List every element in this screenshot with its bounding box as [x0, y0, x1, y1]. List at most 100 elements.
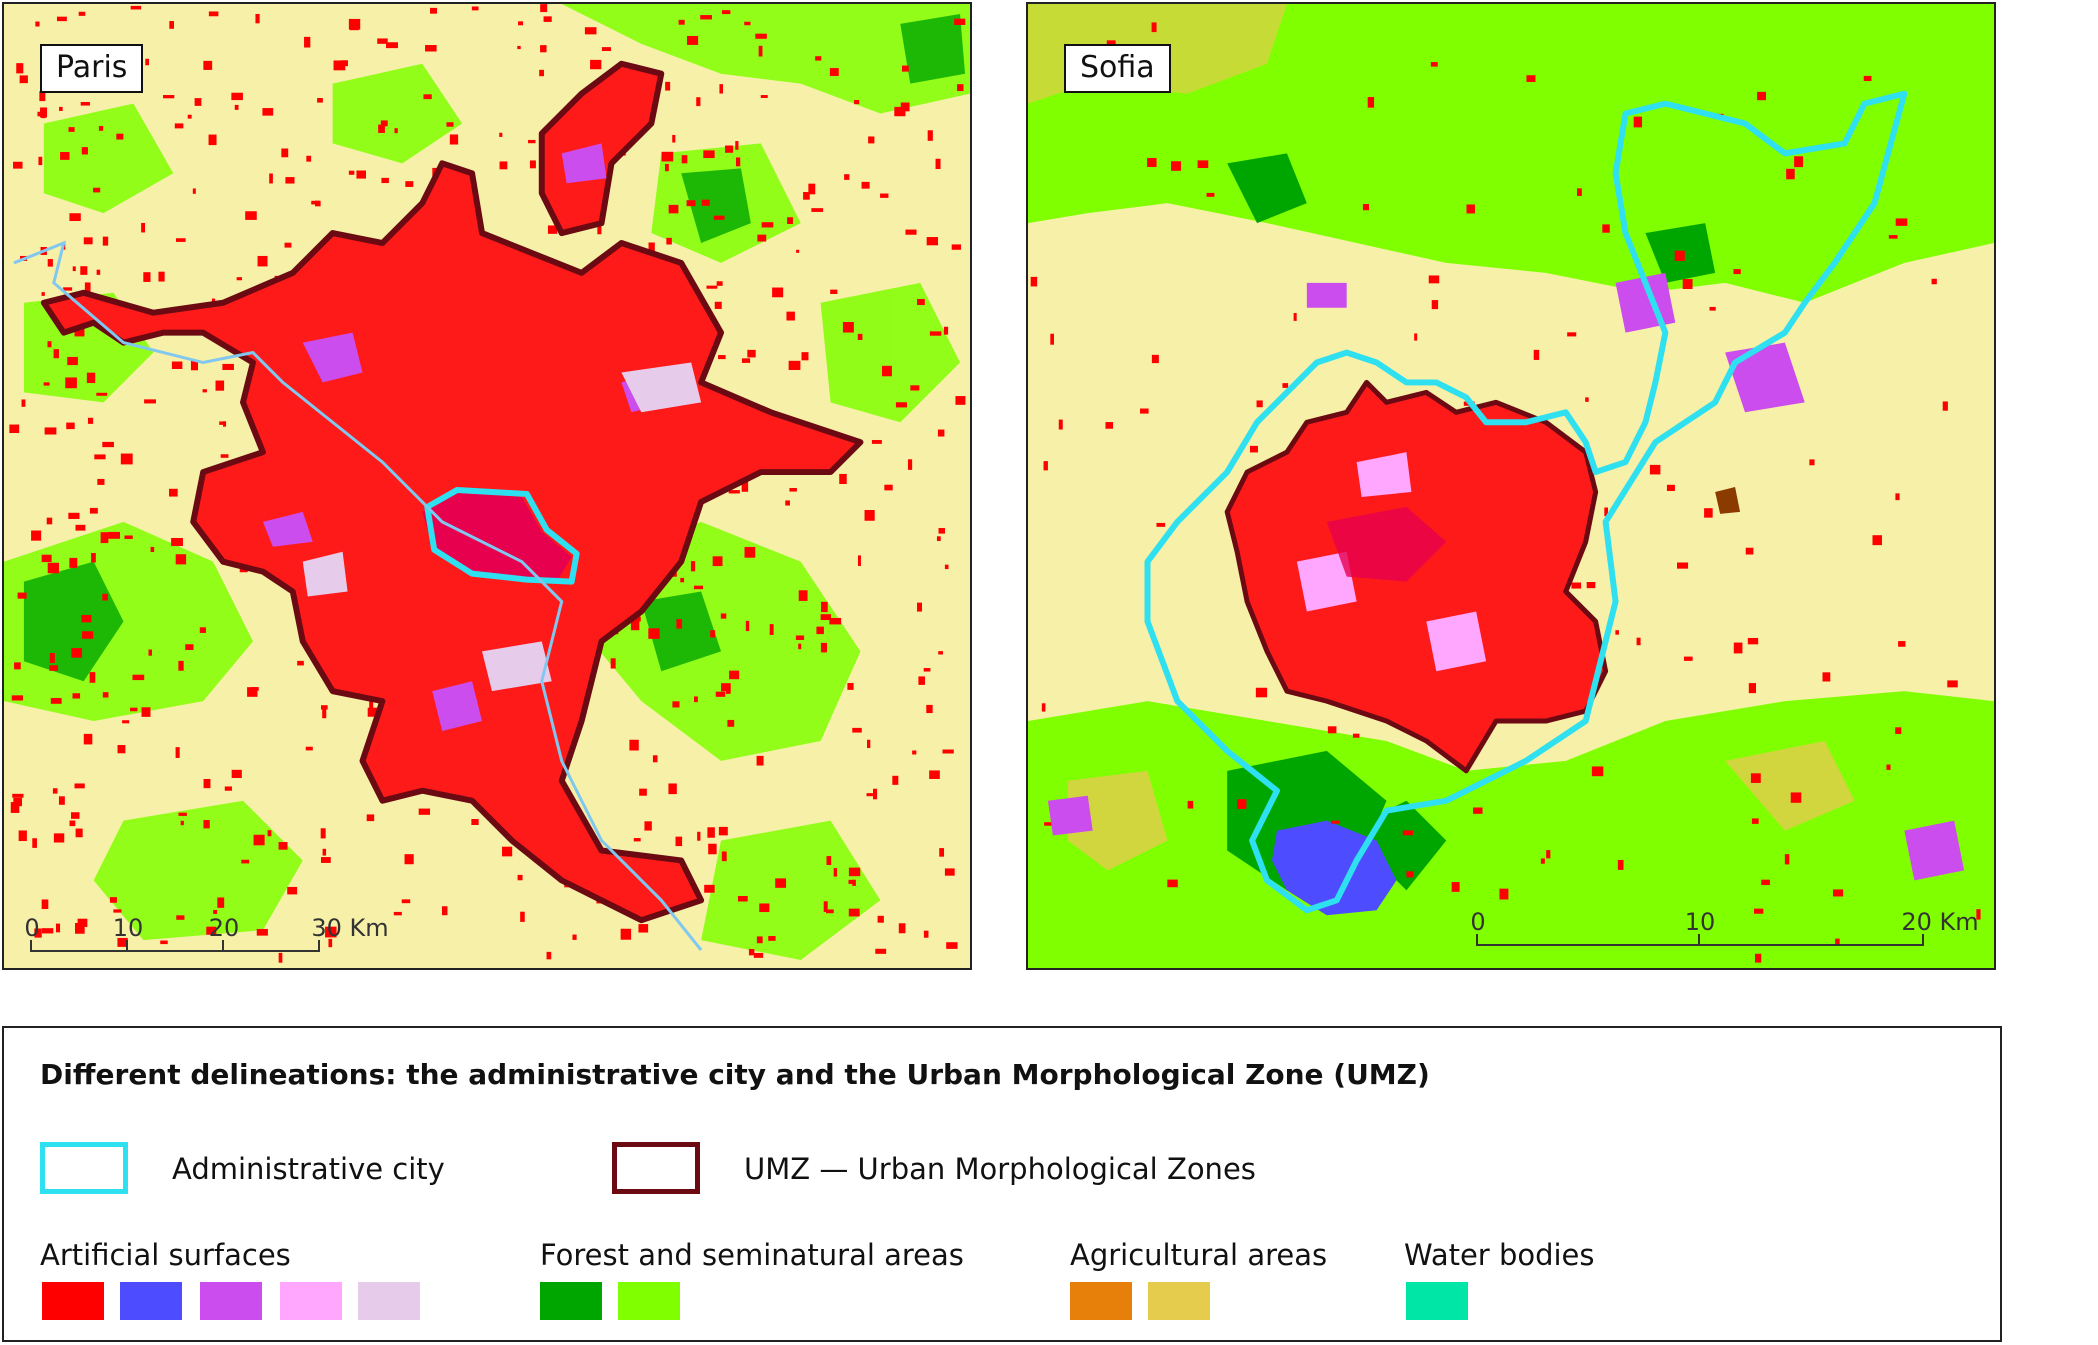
- settlement-patch: [744, 21, 751, 26]
- settlement-patch: [192, 188, 196, 194]
- settlement-patch: [1895, 218, 1908, 226]
- settlement-patch: [1147, 157, 1157, 168]
- settlement-patch: [1751, 818, 1759, 824]
- settlement-patch: [741, 481, 749, 492]
- settlement-patch: [847, 682, 854, 690]
- settlement-patch: [1466, 204, 1475, 214]
- settlement-patch: [678, 19, 685, 25]
- settlement-patch: [721, 683, 731, 692]
- settlement-patch: [222, 363, 234, 370]
- settlement-patch: [540, 4, 548, 13]
- paris-land-cover: [4, 4, 970, 968]
- settlement-patch: [539, 69, 544, 77]
- settlement-patch: [572, 934, 577, 940]
- swatch-forest-2: [618, 1282, 680, 1320]
- settlement-patch: [1976, 909, 1981, 920]
- settlement-patch: [787, 217, 793, 224]
- settlement-patch: [825, 909, 834, 914]
- sofia-settlement-patches: [1030, 22, 1981, 963]
- settlement-patch: [59, 106, 63, 111]
- settlement-patch: [1617, 859, 1624, 870]
- settlement-patch: [53, 349, 59, 359]
- settlement-patch: [946, 942, 958, 949]
- settlement-patch: [848, 879, 855, 884]
- settlement-patch: [215, 380, 225, 391]
- settlement-patch: [171, 361, 183, 369]
- settlement-patch: [175, 238, 186, 242]
- settlement-patch: [877, 915, 884, 923]
- scale-tick-label: 0: [1470, 908, 1486, 936]
- settlement-patch: [755, 33, 767, 39]
- settlement-patch: [117, 745, 126, 754]
- scale-tick-label: 20: [208, 914, 240, 942]
- settlement-patch: [1745, 547, 1754, 555]
- settlement-patch: [1577, 188, 1582, 197]
- settlement-patch: [1428, 275, 1440, 284]
- settlement-patch: [935, 158, 941, 170]
- settlement-patch: [788, 360, 801, 370]
- settlement-patch: [753, 952, 764, 958]
- admin-city-swatch: [40, 1142, 128, 1194]
- settlement-patch: [81, 147, 88, 155]
- settlement-patch: [1898, 641, 1906, 647]
- settlement-patch: [50, 698, 62, 704]
- settlement-patch: [1367, 97, 1375, 108]
- settlement-patch: [716, 281, 723, 286]
- settlement-patch: [418, 808, 431, 815]
- settlement-patch: [668, 204, 679, 214]
- settlement-patch: [304, 36, 311, 48]
- settlement-patch: [1167, 879, 1178, 888]
- settlement-patch: [267, 830, 272, 837]
- settlement-patch: [11, 695, 24, 701]
- settlement-patch: [760, 95, 768, 99]
- settlement-patch: [16, 63, 24, 74]
- settlement-patch: [696, 97, 701, 107]
- settlement-patch: [49, 665, 59, 671]
- settlement-patch: [56, 16, 67, 22]
- settlement-patch: [820, 642, 827, 653]
- settlement-patch: [394, 128, 398, 134]
- settlement-patch: [449, 134, 459, 145]
- settlement-patch: [1431, 300, 1439, 310]
- settlement-patch: [590, 59, 602, 70]
- settlement-patch: [317, 98, 323, 103]
- settlement-patch: [1895, 727, 1902, 734]
- settlement-patch: [710, 630, 716, 638]
- settlement-patch: [253, 834, 265, 846]
- settlement-patch: [852, 727, 862, 733]
- settlement-patch: [255, 13, 260, 24]
- settlement-patch: [236, 277, 243, 281]
- settlement-patch: [854, 100, 860, 105]
- settlement-patch: [833, 868, 838, 877]
- settlement-patch: [1666, 484, 1675, 491]
- settlement-patch: [180, 820, 184, 826]
- settlement-patch: [367, 707, 378, 717]
- settlement-patch: [543, 16, 552, 22]
- settlement-patch: [41, 899, 49, 910]
- settlement-patch: [789, 487, 797, 492]
- settlement-patch: [325, 926, 337, 938]
- settlement-patch: [1649, 464, 1661, 475]
- settlement-patch: [811, 208, 824, 212]
- settlement-patch: [1586, 582, 1596, 589]
- settlement-patch: [124, 535, 133, 539]
- settlement-patch: [1187, 800, 1194, 809]
- settlement-patch: [231, 92, 243, 101]
- settlement-patch: [707, 827, 715, 838]
- settlement-patch: [471, 6, 479, 11]
- settlement-patch: [83, 237, 93, 245]
- settlement-patch: [1282, 383, 1289, 388]
- settlement-patch: [1615, 630, 1619, 635]
- settlement-patch: [47, 259, 53, 267]
- settlement-patch: [712, 556, 723, 567]
- settlement-patch: [954, 18, 966, 26]
- settlement-patch: [178, 812, 187, 816]
- swatch-artificial-3: [200, 1282, 262, 1320]
- settlement-patch: [1931, 278, 1937, 285]
- settlement-patch: [41, 928, 54, 934]
- settlement-patch: [83, 733, 93, 745]
- settlement-patch: [278, 842, 288, 850]
- settlement-patch: [41, 292, 45, 296]
- settlement-patch: [1947, 680, 1958, 688]
- settlement-patch: [714, 301, 722, 309]
